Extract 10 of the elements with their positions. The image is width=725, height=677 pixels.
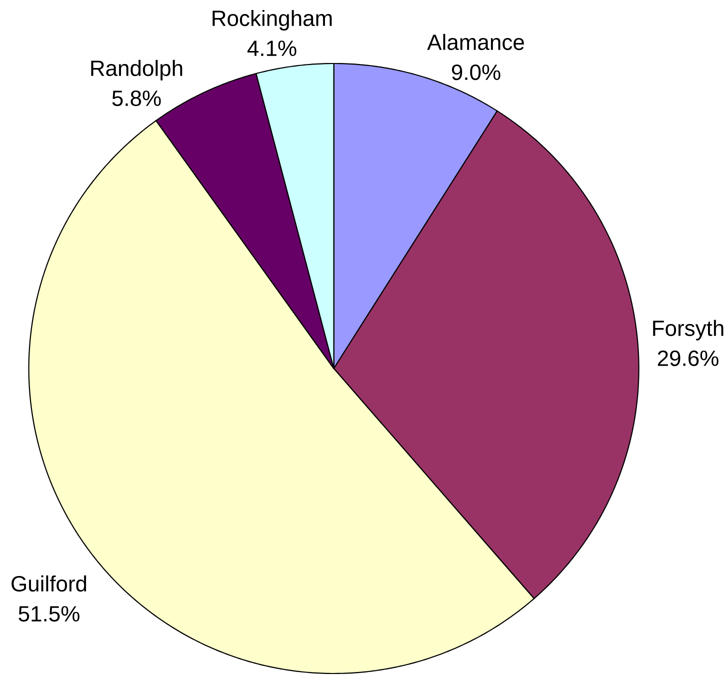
slice-label: Rockingham (212, 10, 332, 30)
slice-label: Forsyth (653, 320, 724, 340)
slice-label: Randolph (91, 60, 182, 80)
data-label: 29.6% (658, 350, 718, 366)
data-label: 5.8% (112, 90, 161, 106)
slice-label: Guilford (12, 575, 86, 592)
data-label: 9.0% (452, 64, 500, 80)
slice-label: Alamance (427, 34, 524, 50)
data-label: 4.1% (247, 40, 296, 56)
data-label: 51.5% (18, 606, 80, 622)
